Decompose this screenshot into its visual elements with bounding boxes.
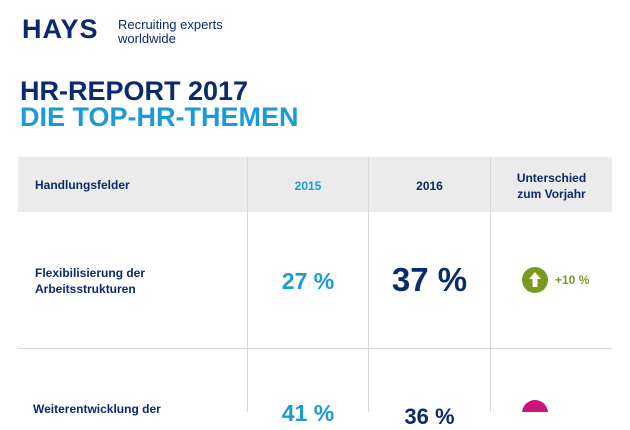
title: HR-REPORT 2017 [20, 76, 249, 106]
divider [247, 157, 248, 412]
divider [368, 157, 369, 412]
row-label-line: Flexibilisierung der [35, 266, 146, 280]
table-header [18, 157, 612, 212]
up-icon [522, 267, 548, 293]
divider [18, 348, 612, 349]
difference: +10 % [555, 273, 590, 287]
subtitle: DIE TOP-HR-THEMEN [20, 102, 299, 132]
column-header: Handlungsfelder [35, 178, 130, 192]
column-header: Unterschied zum Vorjahr [491, 170, 612, 202]
column-header: 2016 [416, 179, 443, 193]
column-header-line: zum Vorjahr [517, 187, 586, 201]
tagline: Recruiting experts worldwide [118, 18, 223, 46]
page: HAYS Recruiting experts worldwide HR-REP… [18, 14, 612, 429]
divider [490, 157, 491, 412]
column-header-line: Unterschied [516, 171, 587, 185]
tagline-line: worldwide [118, 31, 176, 46]
tagline-line: Recruiting experts [118, 17, 223, 32]
row-label-line: Arbeitsstrukturen [35, 282, 136, 296]
row-label: Flexibilisierung der Arbeitsstrukturen [35, 265, 145, 297]
value-2015: 41 % [281, 400, 335, 426]
row-label: Weiterentwicklung der [33, 402, 161, 416]
value-2016: 36 % [404, 404, 455, 429]
value-2015: 27 % [281, 268, 335, 294]
logo: HAYS [22, 14, 99, 44]
down-icon [522, 400, 548, 412]
column-header: 2015 [294, 179, 322, 193]
value-2016: 37 % [391, 261, 468, 298]
